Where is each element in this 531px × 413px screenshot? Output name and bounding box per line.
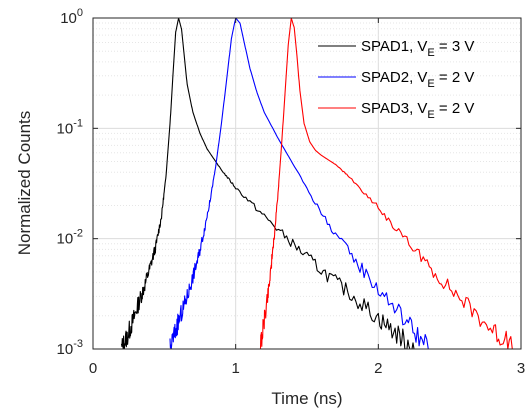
x-axis-title: Time (ns) (271, 389, 342, 408)
legend-label-3: SPAD3, VE = 2 V (361, 100, 474, 121)
legend-label-2: SPAD2, VE = 2 V (361, 69, 474, 90)
x-tick-label: 0 (89, 360, 97, 377)
x-tick-label: 2 (374, 360, 382, 377)
ticks: 0 1 2 3 10-3 10-2 10-1 100 (57, 7, 526, 377)
series-line-3 (259, 17, 514, 350)
plot-area (93, 18, 521, 349)
y-tick-label: 10-2 (57, 228, 83, 248)
y-tick-label: 10-3 (57, 338, 83, 358)
legend: SPAD1, VE = 3 V SPAD2, VE = 2 V SPAD3, VE … (318, 38, 474, 121)
y-tick-label: 10-1 (57, 117, 83, 137)
y-axis-title: Normalized Counts (15, 111, 34, 256)
y-tick-label: 100 (60, 7, 83, 27)
series-line-1 (120, 17, 415, 350)
plot-frame (92, 17, 522, 350)
legend-label-1: SPAD1, VE = 3 V (361, 38, 474, 59)
x-tick-label: 1 (231, 360, 239, 377)
grid (93, 18, 521, 349)
x-tick-label: 3 (517, 360, 525, 377)
